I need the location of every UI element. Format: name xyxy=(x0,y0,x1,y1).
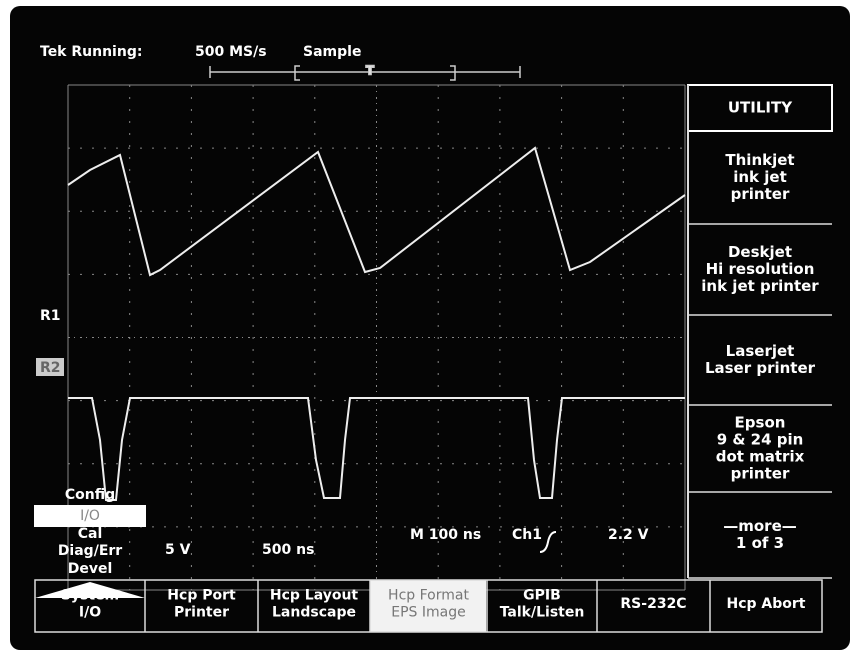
readout: M 100 ns xyxy=(410,527,481,543)
side-menu-text[interactable]: printer xyxy=(731,465,790,483)
side-menu-text[interactable]: Epson xyxy=(735,414,786,432)
bottom-button-text[interactable]: I/O xyxy=(79,605,101,621)
bottom-button-text[interactable]: System xyxy=(61,588,119,604)
bottom-button-text[interactable]: EPS Image xyxy=(391,605,465,621)
side-menu-text[interactable]: 9 & 24 pin xyxy=(717,431,804,449)
ref-label: R2 xyxy=(40,360,61,376)
readout: 5 V xyxy=(165,542,191,558)
bottom-button-text[interactable]: Landscape xyxy=(272,605,356,621)
acq-mode: Sample xyxy=(303,44,361,60)
bottom-button-text[interactable]: RS-232C xyxy=(620,596,686,612)
popup-item[interactable]: Config xyxy=(65,487,115,503)
readout: 2.2 V xyxy=(608,527,649,543)
bottom-button-text[interactable]: Talk/Listen xyxy=(500,605,585,621)
side-menu-text[interactable]: Deskjet xyxy=(728,243,792,261)
popup-item[interactable]: I/O xyxy=(80,508,100,524)
side-menu-text[interactable]: —more— xyxy=(723,517,797,535)
readout: Ch1 xyxy=(512,527,542,543)
ref-label: R1 xyxy=(40,308,61,324)
side-menu-text[interactable]: Laser printer xyxy=(705,359,816,377)
side-menu-text[interactable]: Hi resolution xyxy=(706,260,815,278)
svg-text:T: T xyxy=(366,64,375,78)
bottom-button-text[interactable]: Hcp Abort xyxy=(727,596,806,612)
side-menu-text[interactable]: ink jet printer xyxy=(701,277,819,295)
side-menu-text[interactable]: UTILITY xyxy=(728,99,793,117)
side-menu-text[interactable]: Thinkjet xyxy=(725,151,794,169)
bottom-button-text[interactable]: Hcp Format xyxy=(388,588,469,604)
side-menu-text[interactable]: 1 of 3 xyxy=(736,534,784,552)
readout: 500 ns xyxy=(262,542,314,558)
bottom-button-text[interactable]: Hcp Port xyxy=(167,588,236,604)
bottom-button-text[interactable]: GPIB xyxy=(523,588,561,604)
side-menu-text[interactable]: Laserjet xyxy=(726,342,795,360)
popup-item[interactable]: Diag/Err xyxy=(58,543,122,559)
side-menu-text[interactable]: dot matrix xyxy=(716,448,805,466)
status: Tek Running: xyxy=(40,44,142,60)
oscilloscope-screen: T Tek Running: 500 MS/s Sample R1 R2 UTILITY T… xyxy=(0,0,863,666)
popup-item[interactable]: Devel xyxy=(68,561,113,577)
popup-item[interactable]: Cal xyxy=(78,526,103,542)
side-menu-text[interactable]: printer xyxy=(731,185,790,203)
sample-rate: 500 MS/s xyxy=(195,44,267,60)
screen-bezel xyxy=(10,6,850,650)
side-menu-text[interactable]: ink jet xyxy=(733,168,787,186)
bottom-button-text[interactable]: Hcp Layout xyxy=(270,588,359,604)
bottom-button-text[interactable]: Printer xyxy=(174,605,229,621)
